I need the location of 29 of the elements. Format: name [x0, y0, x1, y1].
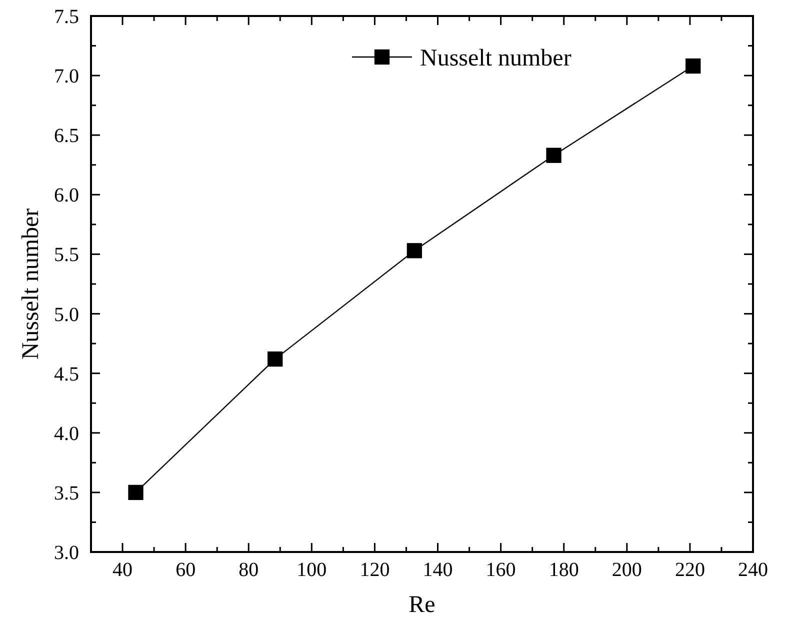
point	[406, 243, 422, 258]
legend-label: Nusselt number	[420, 45, 572, 72]
point	[128, 484, 144, 500]
y-tick-label: 6.0	[54, 184, 79, 207]
y-tick-label: 3.0	[54, 542, 79, 564]
y-axis-title: Nusselt number	[18, 208, 44, 360]
point	[268, 351, 283, 367]
x-tick-label: 200	[612, 559, 642, 581]
y-tick-label: 6.5	[54, 125, 79, 148]
x-tick-label: 120	[360, 559, 390, 581]
x-tick-label: 60	[176, 559, 196, 581]
x-axis-title: Re	[408, 592, 436, 618]
x-tick-label: 100	[296, 559, 327, 581]
x-tick-label: 180	[548, 559, 579, 581]
x-tick-label: 240	[738, 559, 768, 581]
y-tick-label: 5.0	[54, 304, 79, 326]
x-tick-label: 80	[238, 559, 259, 581]
y-tick-label: 4.5	[54, 363, 79, 386]
y-tick-label: 4.0	[54, 422, 79, 445]
x-tick-label: 40	[112, 559, 133, 581]
x-tick-label: 160	[486, 559, 516, 581]
x-tick-label: 140	[422, 559, 453, 581]
y-tick-label: 7.0	[54, 66, 79, 88]
y-tick-label: 5.5	[54, 244, 79, 266]
point	[686, 58, 701, 74]
x-tick-label: 220	[674, 559, 705, 581]
point	[546, 148, 562, 163]
y-tick-label: 3.5	[54, 482, 79, 504]
y-tick-label: 7.5	[54, 6, 79, 28]
